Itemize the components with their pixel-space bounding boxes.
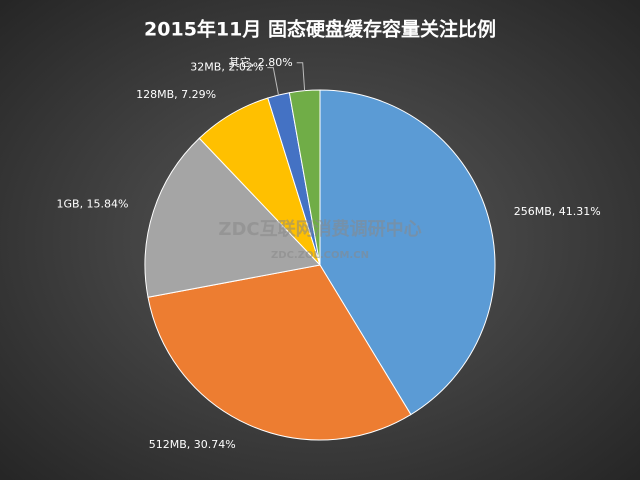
leader-line bbox=[267, 67, 279, 96]
data-label: 1GB, 15.84% bbox=[57, 197, 129, 210]
pie-slice bbox=[319, 89, 496, 416]
pie-slice bbox=[147, 264, 412, 441]
data-label: 其它, 2.80% bbox=[229, 55, 293, 69]
watermark: ZDC互联网消费调研中心 bbox=[218, 218, 421, 240]
data-label: 256MB, 41.31% bbox=[514, 205, 601, 218]
pie bbox=[144, 62, 496, 441]
data-label: 512MB, 30.74% bbox=[149, 438, 236, 451]
data-label: 32MB, 2.02% bbox=[190, 61, 263, 74]
leader-line bbox=[296, 62, 306, 91]
chart-title: 2015年11月 固态硬盘缓存容量关注比例 bbox=[144, 18, 496, 41]
data-label: 128MB, 7.29% bbox=[136, 88, 216, 101]
pie-slice bbox=[144, 137, 321, 298]
watermark-url: ZDC.ZOL.COM.CN bbox=[271, 250, 369, 261]
